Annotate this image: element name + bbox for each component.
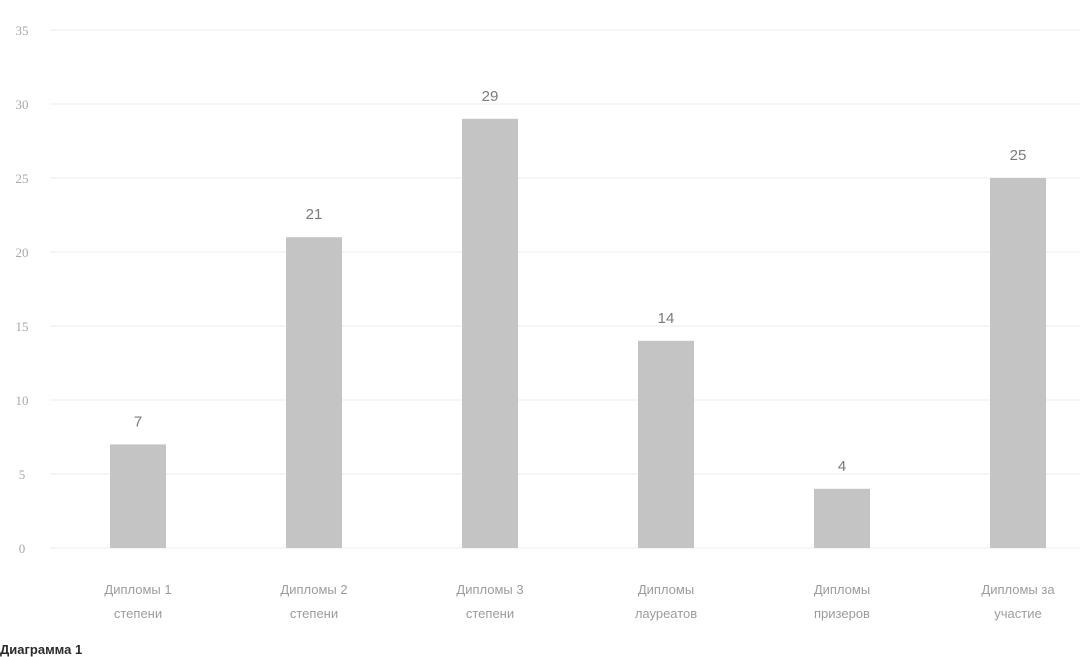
data-label: 14 [658,310,675,327]
x-tick-label: лауреатов [635,606,697,621]
bar [286,237,342,548]
bar [110,444,166,548]
data-label: 21 [306,206,323,223]
figure-caption: Диаграмма 1 [0,642,82,657]
data-label: 7 [134,413,142,430]
data-label: 25 [1010,147,1027,164]
bar [814,488,870,548]
data-label: 29 [482,88,499,105]
y-tick-label: 30 [16,97,29,112]
x-tick-label: Дипломы [638,582,694,597]
y-tick-label: 10 [16,393,29,408]
y-axis: 0 5 10 15 20 25 30 35 [16,23,29,556]
y-tick-label: 25 [16,171,29,186]
bar [638,340,694,548]
x-tick-label: степени [114,606,162,621]
y-tick-label: 20 [16,245,29,260]
x-tick-label: участие [994,606,1041,621]
x-tick-label: Дипломы 2 [280,582,347,597]
x-tick-label: степени [466,606,514,621]
data-label: 4 [838,458,846,475]
data-labels: 7 21 29 14 4 25 [134,88,1027,475]
x-tick-label: Дипломы 3 [456,582,523,597]
y-tick-label: 0 [19,541,26,556]
bar [462,118,518,549]
y-tick-label: 5 [19,467,26,482]
y-tick-label: 15 [16,319,29,334]
x-tick-label: степени [290,606,338,621]
x-axis: Дипломы 1 степени Дипломы 2 степени Дипломы … [104,582,1055,621]
x-tick-label: Дипломы [814,582,870,597]
bar [990,178,1046,548]
bars [110,118,1046,549]
x-tick-label: Дипломы за [981,582,1055,597]
x-tick-label: Дипломы 1 [104,582,171,597]
x-tick-label: призеров [814,606,870,621]
gridlines [50,29,1080,549]
y-tick-label: 35 [16,23,29,38]
